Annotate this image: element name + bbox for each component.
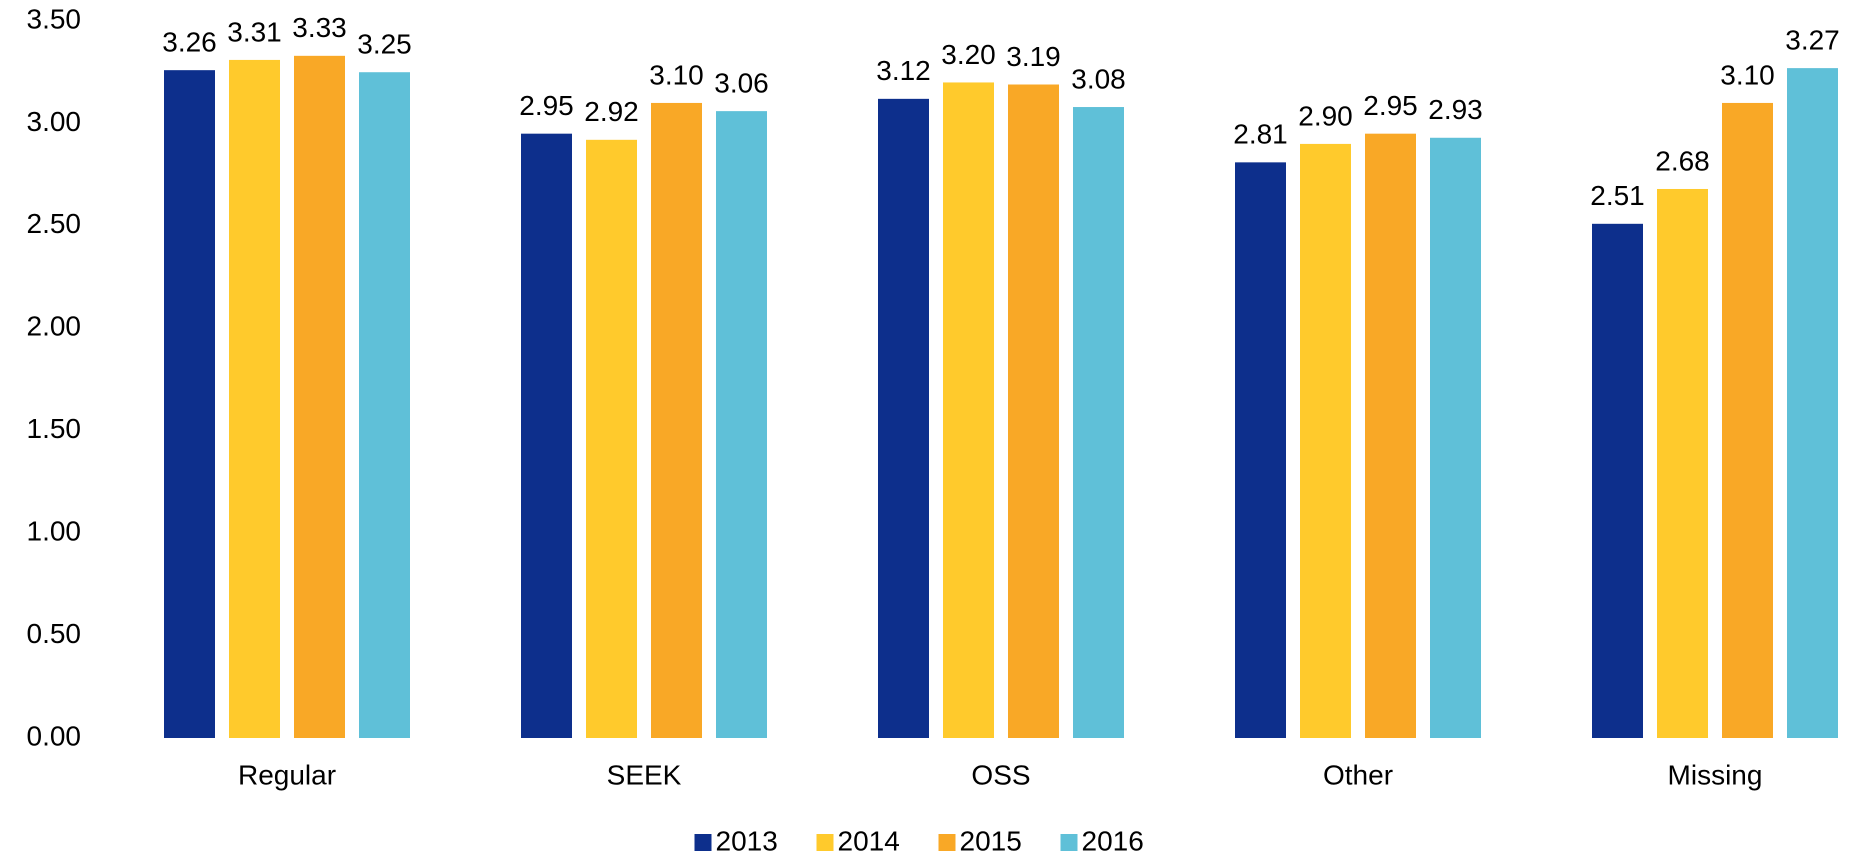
value-label: 3.33 xyxy=(292,12,347,43)
bar xyxy=(1008,84,1059,738)
bar xyxy=(1592,223,1643,738)
value-label: 3.10 xyxy=(1720,59,1775,90)
value-label: 3.27 xyxy=(1785,25,1840,56)
bar xyxy=(1073,107,1124,739)
legend-swatch xyxy=(938,834,956,851)
y-tick-label: 3.00 xyxy=(27,106,82,137)
value-label: 2.93 xyxy=(1428,94,1483,125)
bar xyxy=(521,133,572,738)
value-label: 2.95 xyxy=(1363,90,1418,121)
value-label: 3.06 xyxy=(714,68,769,99)
legend-label: 2016 xyxy=(1082,825,1144,854)
x-tick-label: SEEK xyxy=(607,759,682,790)
value-label: 3.19 xyxy=(1006,41,1061,72)
bar xyxy=(164,70,215,738)
y-tick-label: 2.00 xyxy=(27,311,82,342)
y-tick-label: 2.50 xyxy=(27,208,82,239)
bar xyxy=(651,102,702,738)
legend-label: 2013 xyxy=(716,825,778,854)
value-label: 2.51 xyxy=(1590,180,1645,211)
bar xyxy=(229,59,280,739)
bar xyxy=(1787,68,1838,739)
bar xyxy=(716,111,767,738)
value-label: 2.81 xyxy=(1233,119,1288,150)
value-label: 3.08 xyxy=(1071,63,1126,94)
value-label: 2.90 xyxy=(1298,100,1353,131)
y-tick-label: 1.50 xyxy=(27,413,82,444)
bar xyxy=(586,139,637,738)
value-label: 3.25 xyxy=(357,29,412,60)
bar xyxy=(878,98,929,739)
value-label: 3.12 xyxy=(876,55,931,86)
legend-label: 2015 xyxy=(960,825,1022,854)
x-tick-label: Missing xyxy=(1668,759,1763,790)
y-tick-label: 0.00 xyxy=(27,720,82,751)
value-label: 2.95 xyxy=(519,90,574,121)
y-tick-label: 0.50 xyxy=(27,618,82,649)
bar xyxy=(1657,188,1708,739)
value-label: 3.10 xyxy=(649,59,704,90)
value-label: 3.26 xyxy=(162,27,217,58)
bar xyxy=(943,82,994,738)
legend-swatch xyxy=(816,834,834,851)
value-label: 2.92 xyxy=(584,96,639,127)
value-label: 3.31 xyxy=(227,16,282,47)
value-label: 3.20 xyxy=(941,39,996,70)
legend-label: 2014 xyxy=(838,825,900,854)
bar xyxy=(1365,133,1416,738)
y-tick-label: 1.00 xyxy=(27,516,82,547)
x-tick-label: OSS xyxy=(971,759,1030,790)
value-label: 2.68 xyxy=(1655,145,1710,176)
bar xyxy=(1722,102,1773,738)
legend-swatch xyxy=(694,834,712,851)
bar xyxy=(1430,137,1481,739)
legend-swatch xyxy=(1060,834,1078,851)
x-tick-label: Other xyxy=(1323,759,1393,790)
bar xyxy=(294,55,345,739)
bar xyxy=(1300,143,1351,738)
bar xyxy=(359,72,410,738)
x-tick-label: Regular xyxy=(238,759,336,790)
bar xyxy=(1235,162,1286,738)
y-tick-label: 3.50 xyxy=(27,3,82,34)
